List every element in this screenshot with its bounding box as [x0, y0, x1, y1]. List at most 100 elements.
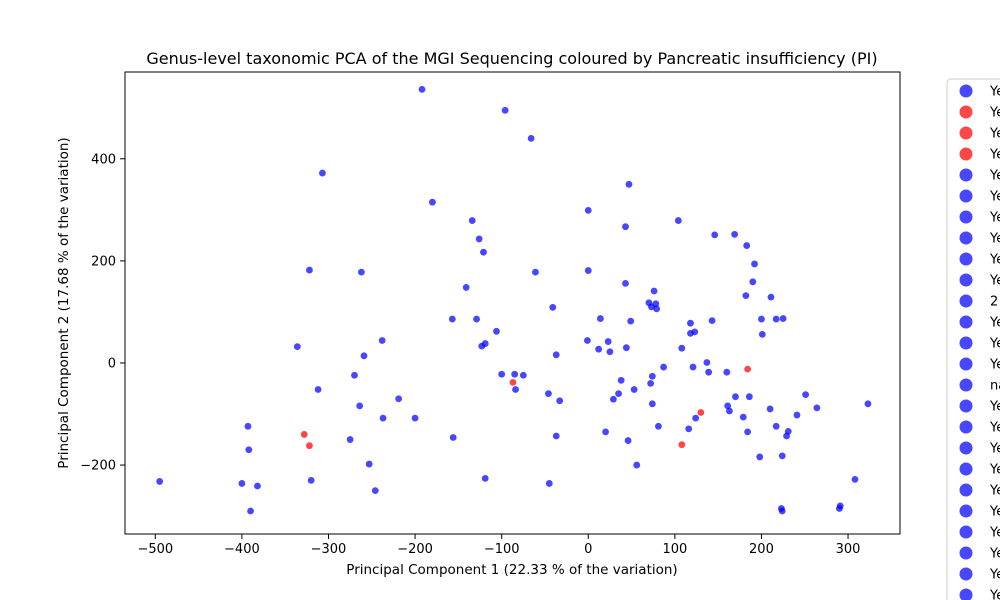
x-tick-label: 0 — [584, 542, 592, 557]
data-point — [724, 402, 732, 410]
data-point — [314, 386, 322, 393]
data-point — [365, 460, 373, 468]
y-tick-label: 0 — [108, 356, 116, 371]
data-point — [630, 386, 638, 393]
data-point — [778, 507, 786, 515]
data-point — [418, 85, 426, 93]
data-points — [156, 85, 872, 515]
legend-marker — [959, 567, 973, 581]
legend-label: Ye — [989, 442, 1000, 457]
data-point — [685, 425, 693, 433]
data-point — [545, 480, 553, 487]
data-point — [462, 284, 470, 291]
data-point — [319, 169, 326, 177]
data-point — [624, 437, 632, 444]
legend-marker — [959, 357, 973, 371]
data-point — [687, 319, 694, 327]
data-point — [360, 352, 368, 360]
data-point — [527, 134, 535, 142]
data-point — [481, 474, 489, 482]
x-tick-label: 300 — [836, 542, 861, 557]
y-axis: −200 0 200 400 — [80, 152, 125, 474]
data-point — [813, 404, 821, 412]
legend-label: Ye — [989, 589, 1000, 600]
data-point — [689, 363, 697, 371]
data-point — [758, 315, 765, 323]
legend-label: Ye — [989, 190, 1000, 205]
legend-marker — [959, 462, 973, 476]
legend-label: Ye — [989, 526, 1000, 541]
data-point — [509, 378, 517, 386]
legend-label: Ye — [989, 316, 1000, 331]
legend-label: Ye — [989, 505, 1000, 520]
data-point — [711, 231, 719, 239]
data-point — [604, 338, 612, 345]
legend-marker — [959, 252, 973, 266]
x-tick-label: −400 — [224, 542, 260, 557]
data-point — [745, 393, 753, 401]
legend-label: Ye — [989, 127, 1000, 142]
data-point — [793, 411, 801, 419]
x-tick-label: 100 — [662, 542, 687, 557]
legend-label: Ye — [989, 358, 1000, 373]
legend-label: Ye — [989, 169, 1000, 184]
x-tick-label: −100 — [484, 542, 520, 557]
data-point — [595, 345, 603, 353]
data-point — [758, 330, 766, 338]
legend-marker — [959, 147, 973, 161]
legend-label: Ye — [989, 85, 1000, 100]
legend-label: Ye — [989, 274, 1000, 289]
data-point — [660, 363, 668, 371]
data-point — [519, 371, 527, 379]
legend-marker — [959, 105, 973, 119]
data-point — [678, 441, 686, 449]
data-point — [493, 327, 500, 335]
data-point — [584, 267, 592, 274]
data-point — [552, 432, 560, 440]
data-point — [622, 344, 630, 352]
legend-label: Ye — [989, 106, 1000, 121]
data-point — [584, 337, 591, 344]
data-point — [708, 317, 716, 325]
legend-marker — [959, 210, 973, 224]
legend-marker — [959, 504, 973, 518]
data-point — [652, 300, 660, 308]
data-point — [379, 414, 387, 422]
legend-marker — [959, 231, 973, 245]
chart-title: Genus-level taxonomic PCA of the MGI Seq… — [146, 49, 877, 68]
data-point — [674, 217, 682, 224]
data-point — [743, 242, 751, 249]
x-tick-label: −500 — [137, 542, 173, 557]
data-point — [784, 427, 792, 435]
data-point — [511, 370, 519, 378]
data-point — [254, 482, 261, 490]
data-point — [584, 206, 592, 214]
data-point — [307, 476, 315, 484]
data-point — [731, 230, 739, 238]
legend-marker — [959, 315, 973, 329]
legend-marker — [959, 126, 973, 140]
data-point — [772, 422, 780, 430]
data-point — [300, 431, 308, 438]
data-point — [836, 502, 844, 510]
data-point — [532, 268, 539, 276]
data-point — [244, 422, 252, 430]
legend-label: Ye — [989, 568, 1000, 583]
legend-marker — [959, 420, 973, 434]
data-point — [247, 507, 254, 515]
legend-label: Ye — [989, 211, 1000, 226]
legend-label: Ye — [989, 253, 1000, 268]
data-point — [596, 315, 604, 322]
data-point — [602, 428, 609, 436]
x-axis: −500 −400 −300 −200 −100 0 100 200 300 — [137, 534, 860, 557]
data-point — [429, 198, 436, 206]
data-point — [473, 315, 480, 323]
data-point — [545, 390, 552, 398]
data-point — [705, 368, 713, 376]
data-point — [512, 386, 519, 393]
data-point — [678, 344, 686, 352]
legend-marker — [959, 294, 973, 308]
legend-marker — [959, 84, 973, 98]
legend-label: Ye — [989, 463, 1000, 478]
